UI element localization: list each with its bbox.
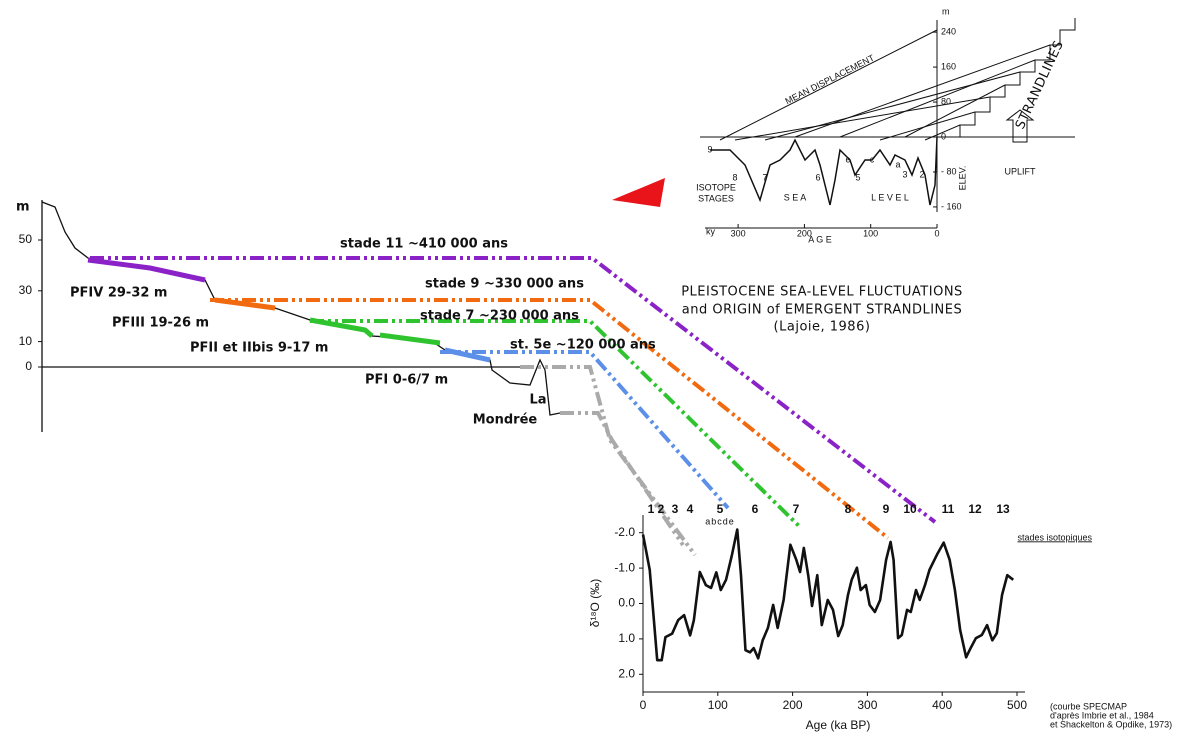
inset-text: ISOTOPE	[696, 182, 736, 192]
elev-tick-label: - 80	[941, 166, 957, 176]
stade-line	[440, 350, 730, 510]
inset-text: MEAN DISPLACEMENT	[784, 52, 877, 106]
elev-tick-label: 0	[941, 131, 946, 141]
inset-text: STRANDLINES	[1013, 38, 1067, 131]
stade-line	[560, 411, 685, 547]
stage-number: 2	[919, 169, 924, 179]
stage-number: 6	[815, 172, 820, 182]
elev-tick-label: 80	[941, 96, 951, 106]
stage-label: 11	[942, 502, 955, 516]
elev-tick-label: - 160	[941, 201, 962, 211]
inset-text: A G E	[808, 234, 832, 244]
inset-text: S E A	[784, 192, 807, 202]
x-tick-label: 500	[1007, 698, 1027, 712]
stage-number: e	[845, 154, 850, 164]
y-tick-label: 10	[19, 334, 33, 348]
citation: et Shackelton & Opdike, 1973)	[1050, 719, 1172, 729]
inset-text: m	[942, 6, 950, 16]
inset-text: ky	[706, 226, 716, 236]
inset-text: STAGES	[698, 193, 734, 203]
elev-tick-label: 240	[941, 26, 956, 36]
substages: abcde	[705, 516, 735, 526]
stage-label: 6	[752, 502, 759, 516]
stage-label: 5	[717, 502, 724, 516]
y-tick-label: -1.0	[614, 560, 635, 574]
title: (Lajoie, 1986)	[774, 320, 871, 335]
stage-label: 13	[996, 502, 1010, 516]
place: Mondrée	[473, 413, 538, 428]
stage-label: 8	[845, 502, 852, 516]
y-tick-label: 0	[25, 359, 32, 373]
terrace-label: PFI 0-6/7 m	[365, 373, 448, 388]
elev-tick-label: 160	[941, 61, 956, 71]
stage-label: 9	[883, 502, 890, 516]
inset-text: ELEV.	[957, 166, 967, 191]
citation: d'après Imbrie et al., 1984	[1050, 710, 1154, 720]
stade-line	[90, 256, 937, 524]
terrace	[214, 297, 276, 311]
y-label: δ¹⁸O (‰)	[588, 579, 602, 627]
series-line	[641, 528, 1015, 662]
age-tick-label: 0	[934, 228, 939, 238]
y-tick-label: 0.0	[618, 596, 635, 610]
stage-label: 3	[672, 502, 679, 516]
age-tick-label: 300	[731, 228, 746, 238]
stage-number: c	[870, 154, 875, 164]
stage-number: 7	[762, 172, 767, 182]
y-tick-label: 1.0	[618, 631, 635, 645]
stade-label: stade 9 ~330 000 ans	[425, 277, 584, 292]
y-tick-label: 2.0	[618, 666, 635, 680]
stage-label: 1	[648, 502, 655, 516]
stage-number: 8	[732, 172, 737, 182]
y-tick-label: 50	[19, 232, 33, 246]
unit: m	[16, 200, 30, 215]
x-tick-label: 100	[708, 698, 728, 712]
terrace-label: PFIII 19-26 m	[112, 316, 209, 331]
x-tick-label: 400	[932, 698, 952, 712]
terrace	[87, 257, 206, 283]
title: PLEISTOCENE SEA-LEVEL FLUCTUATIONS	[681, 285, 963, 300]
inset-text: UPLIFT	[1004, 166, 1036, 176]
citation: (courbe SPECMAP	[1050, 701, 1127, 711]
stage-label: 4	[687, 502, 694, 516]
terrace-label: PFIV 29-32 m	[70, 286, 167, 301]
terrace	[379, 332, 441, 346]
terrace-label: PFII et IIbis 9-17 m	[190, 341, 328, 356]
stage-label: 2	[658, 502, 665, 516]
place: La	[529, 393, 546, 408]
terrace	[309, 317, 374, 338]
x-tick-label: 0	[640, 698, 647, 712]
inset-text: L E V E L	[871, 192, 909, 202]
pointer	[612, 178, 665, 207]
stage-number: 9	[707, 144, 712, 154]
x-label: Age (ka BP)	[806, 718, 871, 732]
stage-label: 12	[968, 502, 982, 516]
stage-number: 3	[902, 169, 907, 179]
y-tick-label: -2.0	[614, 525, 635, 539]
stade-label: stade 7 ~230 000 ans	[420, 309, 579, 324]
stage-label: 10	[903, 502, 917, 516]
stages-title: stades isotopiques	[1017, 532, 1092, 542]
age-tick-label: 200	[797, 228, 812, 238]
x-tick-label: 200	[783, 698, 803, 712]
x-tick-label: 300	[857, 698, 877, 712]
age-tick-label: 100	[863, 228, 878, 238]
stade-line	[210, 298, 890, 540]
title: and ORIGIN of EMERGENT STRANDLINES	[682, 303, 962, 318]
stage-number: 5	[855, 172, 860, 182]
stage-label: 7	[793, 502, 800, 516]
inset	[700, 18, 1076, 229]
stage-number: a	[895, 159, 900, 169]
stade-label: stade 11 ~410 000 ans	[340, 237, 508, 252]
stade-label: st. 5e ~120 000 ans	[510, 338, 656, 353]
y-tick-label: 30	[19, 283, 33, 297]
